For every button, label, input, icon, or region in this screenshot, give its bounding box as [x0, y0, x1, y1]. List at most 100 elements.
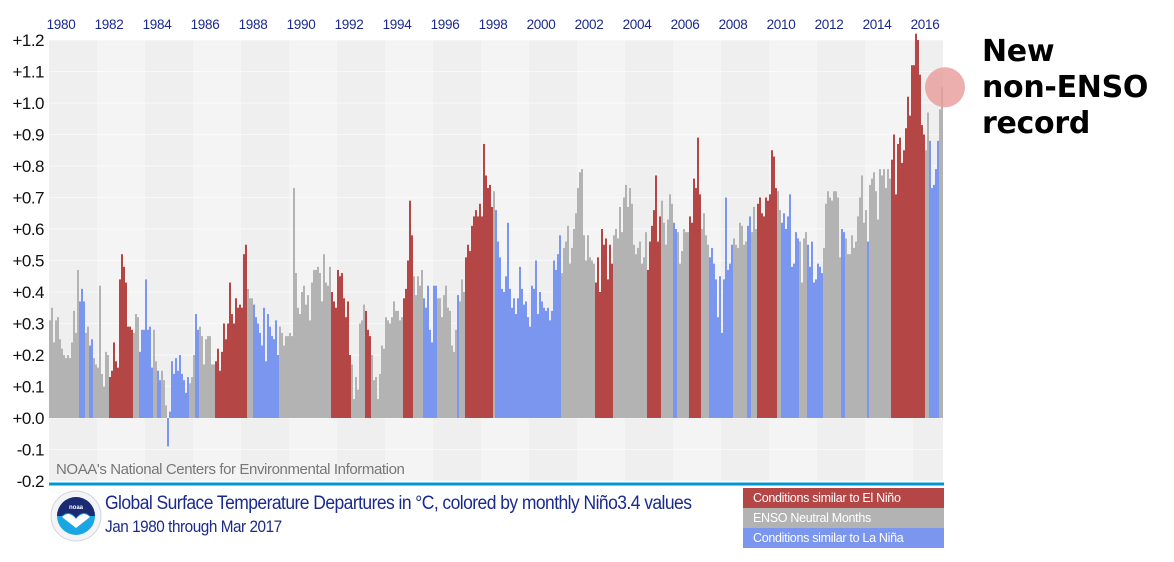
bar — [299, 314, 301, 418]
bar — [55, 320, 57, 418]
bar — [387, 320, 389, 418]
bar — [91, 339, 93, 418]
bar — [511, 307, 513, 418]
bar — [397, 310, 399, 418]
x-tick-label: 1992 — [335, 17, 364, 32]
y-tick-label: +0.2 — [12, 346, 44, 365]
bar — [265, 361, 267, 418]
bar — [445, 285, 447, 418]
chart-subtitle: Jan 1980 through Mar 2017 — [105, 517, 282, 536]
bar — [861, 175, 863, 418]
bar — [431, 342, 433, 418]
bar — [159, 380, 161, 418]
bar — [119, 279, 121, 418]
bar — [839, 257, 841, 418]
bar — [671, 203, 673, 418]
bar — [651, 225, 653, 418]
bar — [619, 206, 621, 418]
bar — [695, 188, 697, 418]
y-tick-label: +0.6 — [12, 220, 44, 239]
bar — [891, 159, 893, 418]
x-tick-label: 2014 — [863, 17, 893, 32]
bar — [785, 229, 787, 418]
bar — [823, 247, 825, 418]
bar — [917, 40, 919, 418]
bar — [295, 273, 297, 418]
bar — [667, 219, 669, 418]
bar — [763, 216, 765, 418]
bar — [519, 266, 521, 418]
bar — [639, 241, 641, 418]
bar — [113, 342, 115, 418]
bar — [351, 364, 353, 418]
bar — [705, 235, 707, 418]
bar — [853, 247, 855, 418]
bar — [343, 298, 345, 418]
bar — [781, 222, 783, 418]
bar — [427, 285, 429, 418]
bar — [723, 279, 725, 418]
bar — [279, 326, 281, 418]
bar — [79, 301, 81, 418]
bar — [529, 326, 531, 418]
bar — [331, 292, 333, 418]
bar — [809, 266, 811, 418]
bar — [481, 216, 483, 418]
bar — [817, 263, 819, 418]
bar — [919, 74, 921, 419]
bar — [849, 254, 851, 418]
x-tick-label: 1998 — [479, 17, 508, 32]
bar — [185, 392, 187, 418]
bar — [911, 65, 913, 418]
bar — [701, 229, 703, 418]
bar — [683, 229, 685, 418]
bar — [117, 367, 119, 418]
bar — [259, 332, 261, 418]
bar — [937, 140, 939, 419]
bar — [283, 345, 285, 418]
bar — [703, 213, 705, 418]
bar — [441, 317, 443, 418]
bar — [291, 336, 293, 418]
bar — [311, 282, 313, 418]
bar — [89, 345, 91, 418]
bar — [417, 276, 419, 418]
bar — [825, 203, 827, 418]
y-tick-label: -0.1 — [17, 441, 44, 460]
bar — [717, 317, 719, 418]
bar — [349, 355, 351, 418]
bar — [453, 351, 455, 418]
bar — [83, 301, 85, 418]
bar — [373, 380, 375, 418]
bar — [709, 257, 711, 418]
bar — [509, 288, 511, 418]
bar — [669, 194, 671, 418]
bar — [757, 203, 759, 418]
bar — [603, 244, 605, 418]
bar — [235, 298, 237, 418]
bar — [361, 320, 363, 418]
bar — [281, 332, 283, 418]
annotation-line: non-ENSO — [982, 70, 1149, 105]
bar — [107, 355, 109, 418]
bar — [475, 210, 477, 418]
bar — [411, 235, 413, 418]
bar — [489, 184, 491, 418]
bar — [73, 310, 75, 418]
bar — [139, 351, 141, 418]
bar — [345, 317, 347, 418]
y-tick-label: +0.7 — [12, 189, 44, 208]
bar — [657, 241, 659, 418]
bar — [707, 244, 709, 418]
bar — [479, 203, 481, 418]
bar — [725, 197, 727, 418]
bar — [539, 292, 541, 418]
bar — [95, 364, 97, 418]
bar — [767, 200, 769, 418]
bar — [693, 178, 695, 418]
bar — [617, 238, 619, 418]
bar — [249, 298, 251, 418]
bar — [897, 143, 899, 418]
bar — [677, 232, 679, 418]
bar — [575, 213, 577, 418]
